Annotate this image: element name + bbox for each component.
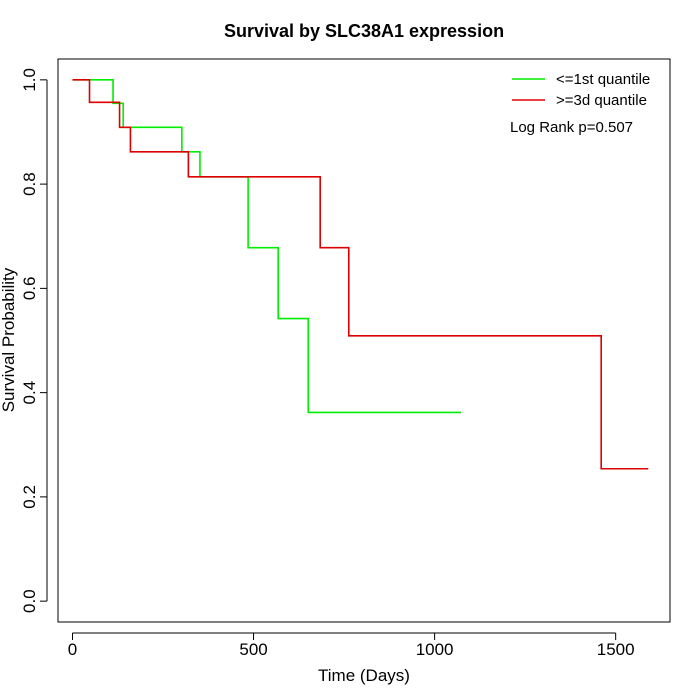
y-axis-label: Survival Probability [0,267,18,412]
y-tick-label: 0.8 [20,172,39,196]
x-tick-label: 500 [239,640,267,659]
x-axis: 0 500 1000 1500 [68,632,635,659]
legend-label-high: >=3d quantile [556,92,647,109]
x-axis-label: Time (Days) [318,666,410,685]
y-tick-label: 0.0 [20,589,39,613]
chart-title: Survival by SLC38A1 expression [224,21,504,41]
x-tick-label: 0 [68,640,77,659]
series-low-quantile-line [72,79,462,414]
log-rank-annotation: Log Rank p=0.507 [510,119,633,136]
y-axis: 0.0 0.2 0.4 0.6 0.8 1.0 [20,68,48,613]
x-tick-label: 1500 [597,640,635,659]
series-high-quantile-line [72,79,649,470]
y-tick-label: 0.4 [20,381,39,405]
y-tick-label: 0.2 [20,485,39,509]
y-tick-label: 1.0 [20,68,39,92]
legend-label-low: <=1st quantile [556,71,650,88]
plot-frame [57,58,671,623]
series-layer [72,79,649,470]
y-tick-label: 0.6 [20,277,39,301]
legend: <=1st quantile >=3d quantile Log Rank p=… [510,71,650,136]
x-tick-label: 1000 [416,640,454,659]
